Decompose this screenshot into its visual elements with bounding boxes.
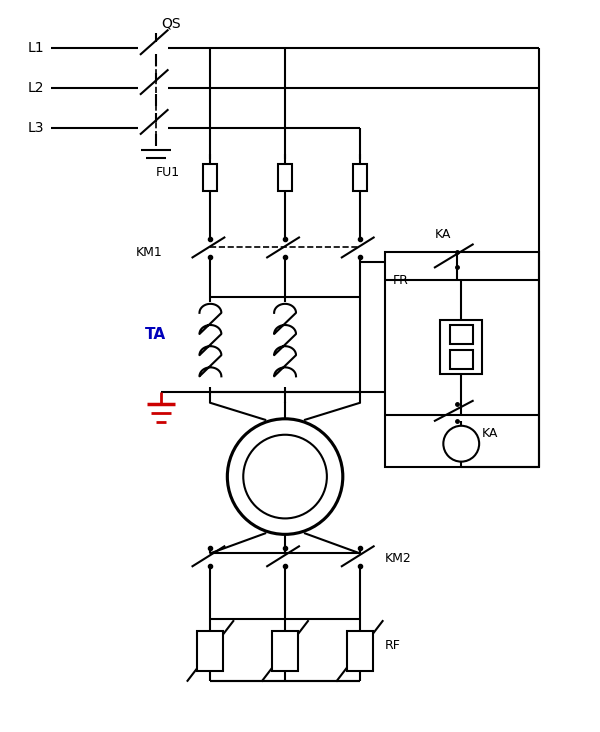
Text: A: A — [457, 437, 466, 451]
Text: KA: KA — [434, 228, 451, 241]
Circle shape — [443, 426, 479, 462]
Bar — [203, 164, 217, 191]
Bar — [347, 631, 373, 671]
Text: KM1: KM1 — [136, 246, 163, 259]
Bar — [353, 164, 367, 191]
Text: FU1: FU1 — [155, 166, 180, 179]
Text: RF: RF — [385, 640, 400, 652]
Text: FR: FR — [392, 274, 409, 287]
Bar — [385, 253, 539, 466]
Circle shape — [243, 435, 327, 518]
Text: KA: KA — [482, 427, 498, 440]
Bar — [450, 350, 473, 369]
Text: L2: L2 — [28, 81, 44, 95]
Circle shape — [227, 419, 343, 534]
Text: KM2: KM2 — [385, 552, 412, 565]
Bar — [440, 320, 482, 375]
Text: L1: L1 — [28, 41, 44, 55]
Text: 3~: 3~ — [275, 488, 295, 501]
Bar — [272, 631, 298, 671]
Text: TA: TA — [145, 327, 166, 342]
Text: M: M — [275, 449, 295, 468]
Text: QS: QS — [161, 16, 181, 30]
Bar — [450, 325, 473, 344]
Bar — [278, 164, 292, 191]
Bar — [197, 631, 223, 671]
Text: L3: L3 — [28, 121, 44, 135]
